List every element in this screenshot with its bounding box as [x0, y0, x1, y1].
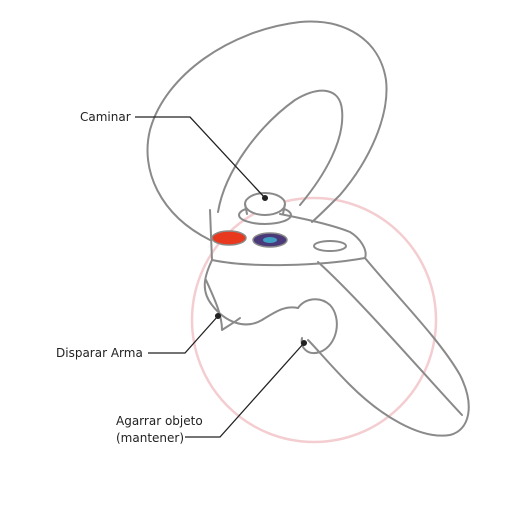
controller-inner-loop — [217, 89, 344, 213]
leader-shoot — [148, 315, 219, 354]
leader-grab — [185, 342, 305, 438]
controller-handle — [203, 259, 299, 326]
controller-outer-loop — [146, 20, 388, 241]
tracking-ring — [190, 196, 438, 444]
vr-controller-icon — [146, 20, 470, 437]
menu-button-oval — [313, 240, 347, 252]
controller-grip-outer — [307, 257, 470, 437]
index-trigger — [205, 279, 241, 331]
leader-walk — [135, 116, 266, 199]
controller-face-plate — [209, 209, 367, 267]
grip-button — [297, 298, 338, 354]
leader-lines — [135, 116, 308, 438]
label-walk: Caminar — [80, 110, 131, 124]
label-grab-line1: Agarrar objeto — [116, 414, 203, 428]
label-shoot: Disparar Arma — [56, 346, 143, 360]
controller-grip-seam — [317, 261, 463, 416]
label-grab-line2: (mantener) — [116, 431, 184, 445]
button-a — [211, 230, 247, 246]
